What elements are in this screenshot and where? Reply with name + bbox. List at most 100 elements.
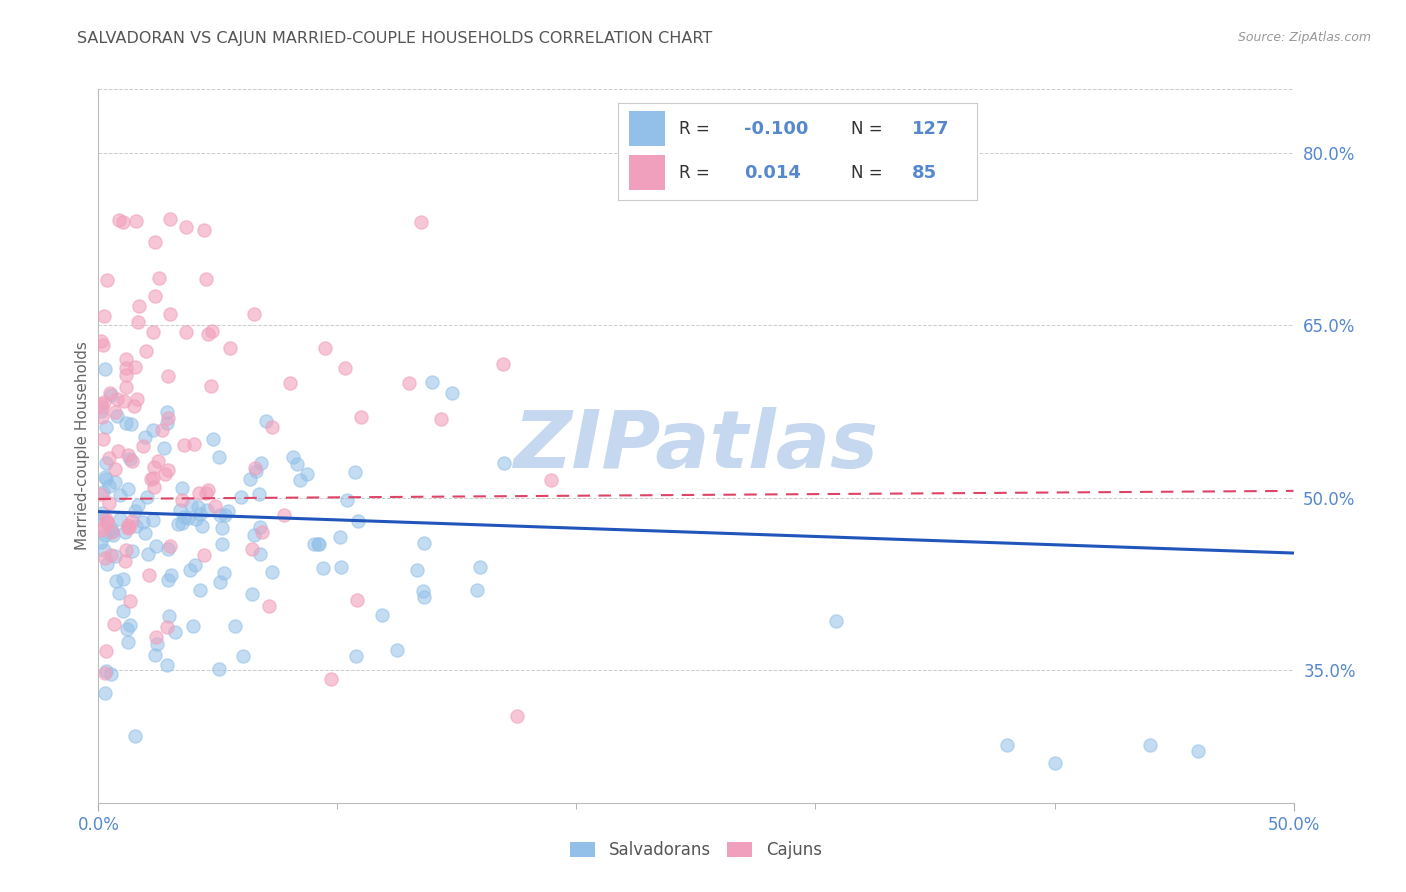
Text: ZIPatlas: ZIPatlas	[513, 407, 879, 485]
Point	[91, 400, 114, 414]
Point	[142, 480, 165, 494]
Point	[229, 490, 252, 504]
Point	[117, 482, 139, 496]
Point	[91, 506, 114, 520]
Point	[90, 334, 112, 349]
Point	[90, 397, 112, 411]
Point	[346, 593, 368, 607]
Point	[105, 409, 128, 423]
Point	[96, 273, 118, 287]
Point	[114, 524, 136, 539]
Point	[211, 521, 233, 535]
Point	[145, 648, 167, 662]
Point	[1187, 744, 1209, 758]
Point	[117, 518, 139, 533]
Point	[243, 528, 266, 542]
Point	[115, 622, 138, 636]
Point	[90, 535, 112, 549]
Point	[240, 587, 263, 601]
Point	[150, 423, 173, 437]
Point	[98, 386, 121, 401]
Point	[157, 411, 180, 425]
Point	[219, 341, 242, 355]
Point	[170, 492, 193, 507]
Point	[96, 515, 118, 529]
Point	[202, 433, 225, 447]
Point	[467, 582, 489, 597]
Point	[118, 594, 141, 608]
Point	[159, 568, 181, 582]
Point	[94, 420, 117, 434]
Point	[98, 479, 121, 493]
Point	[104, 549, 127, 563]
Point	[100, 522, 122, 536]
Point	[250, 524, 273, 539]
Point	[307, 537, 329, 551]
Point	[167, 516, 190, 531]
Point	[115, 416, 138, 430]
Point	[115, 380, 138, 394]
Point	[398, 376, 420, 390]
Point	[96, 456, 118, 470]
Point	[128, 299, 150, 313]
Point	[145, 539, 167, 553]
Point	[540, 474, 562, 488]
Point	[156, 620, 179, 634]
Point	[100, 548, 122, 562]
Point	[350, 410, 373, 425]
Point	[153, 442, 176, 456]
Point	[335, 492, 357, 507]
Point	[97, 450, 120, 465]
Point	[124, 729, 146, 743]
Point	[197, 483, 219, 497]
Point	[94, 550, 117, 565]
Point	[94, 469, 117, 483]
Point	[195, 486, 218, 500]
Point	[121, 453, 143, 467]
Point	[93, 394, 115, 409]
Point	[193, 548, 215, 562]
Point	[90, 486, 112, 500]
Point	[104, 462, 127, 476]
Point	[1139, 738, 1161, 752]
Point	[121, 514, 143, 528]
Point	[91, 337, 114, 351]
Point	[329, 560, 352, 574]
Point	[1043, 756, 1066, 770]
Point	[104, 475, 127, 489]
Point	[344, 648, 367, 663]
Point	[132, 439, 155, 453]
Point	[94, 472, 117, 486]
Point	[103, 617, 125, 632]
Point	[120, 417, 142, 431]
Point	[413, 535, 436, 549]
Point	[195, 272, 218, 286]
Point	[288, 473, 311, 487]
Point	[91, 511, 114, 525]
Point	[468, 560, 491, 574]
Point	[173, 438, 195, 452]
Point	[157, 369, 180, 384]
Point	[94, 362, 117, 376]
Point	[90, 523, 112, 537]
Point	[104, 574, 127, 589]
Point	[146, 454, 169, 468]
Point	[159, 307, 181, 321]
Point	[412, 584, 434, 599]
Legend: Salvadorans, Cajuns: Salvadorans, Cajuns	[564, 835, 828, 866]
Point	[315, 341, 337, 355]
Point	[135, 344, 157, 359]
Point	[208, 450, 231, 464]
Point	[93, 543, 115, 558]
Point	[249, 547, 271, 561]
Point	[333, 361, 356, 376]
Point	[114, 554, 136, 568]
Point	[115, 360, 138, 375]
Point	[117, 635, 139, 649]
Point	[156, 657, 179, 672]
Point	[112, 215, 135, 229]
Point	[114, 393, 136, 408]
Point	[174, 219, 197, 234]
Point	[100, 388, 122, 402]
Point	[245, 464, 267, 478]
